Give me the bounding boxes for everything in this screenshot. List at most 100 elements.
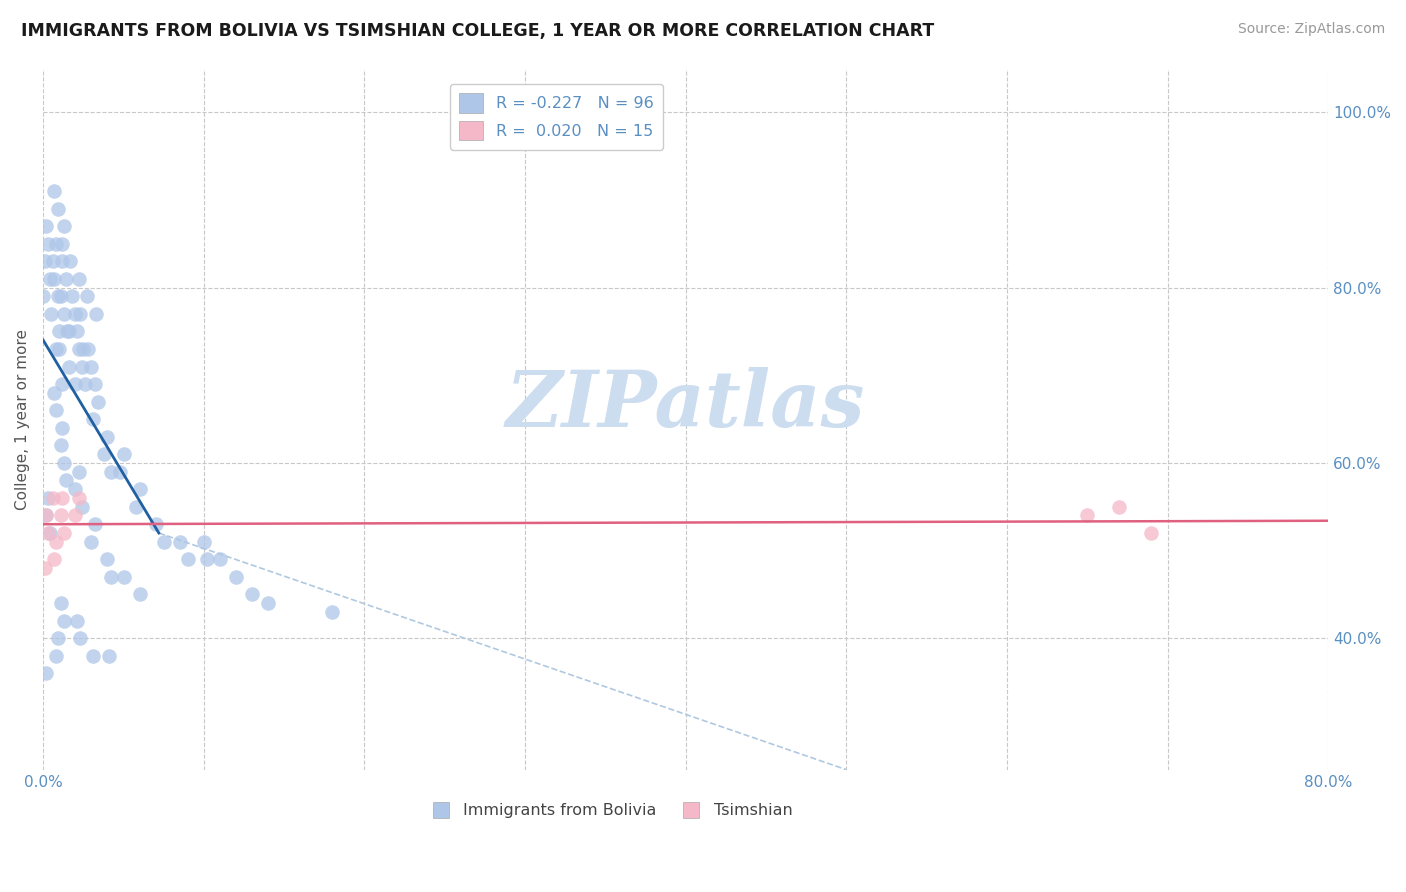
Point (65, 508, 87, 523)
Point (55, 474, 77, 488)
Point (48, 325, 70, 339)
Point (42, 491, 65, 505)
Point (1076, 508, 1098, 523)
Point (240, 587, 263, 601)
Point (45, 403, 67, 417)
Point (35, 508, 58, 523)
Point (51, 491, 73, 505)
Point (80, 534, 103, 549)
Point (66, 325, 89, 339)
Point (49, 508, 72, 523)
Y-axis label: College, 1 year or more: College, 1 year or more (15, 328, 30, 509)
Point (128, 482, 150, 496)
Point (96, 429, 118, 443)
Point (53, 456, 76, 470)
Point (51, 421, 73, 435)
Point (73, 377, 96, 392)
Point (44, 552, 66, 566)
Point (67, 342, 90, 356)
Point (208, 552, 231, 566)
Point (169, 534, 191, 549)
Point (321, 605, 343, 619)
Point (69, 631, 91, 645)
Point (46, 289, 69, 303)
Point (152, 534, 174, 549)
Point (65, 377, 87, 392)
Point (112, 570, 135, 584)
Point (145, 517, 167, 532)
Point (193, 534, 215, 549)
Point (53, 219, 76, 234)
Point (53, 526, 76, 541)
Point (42, 254, 65, 268)
Point (125, 500, 148, 514)
Point (195, 552, 218, 566)
Point (1140, 526, 1163, 541)
Point (70, 359, 93, 374)
Point (58, 325, 80, 339)
Point (82, 648, 104, 663)
Point (225, 570, 247, 584)
Point (60, 289, 83, 303)
Point (55, 272, 77, 286)
Point (56, 325, 79, 339)
Legend: Immigrants from Bolivia, Tsimshian: Immigrants from Bolivia, Tsimshian (418, 797, 799, 825)
Point (72, 342, 94, 356)
Point (44, 272, 66, 286)
Point (58, 359, 80, 374)
Point (45, 342, 67, 356)
Text: ZIPatlas: ZIPatlas (506, 367, 865, 443)
Point (32, 289, 55, 303)
Point (37, 526, 59, 541)
Point (53, 614, 76, 628)
Point (59, 254, 82, 268)
Point (82, 412, 104, 426)
Point (77, 342, 100, 356)
Point (1108, 500, 1130, 514)
Point (257, 596, 280, 610)
Point (46, 631, 69, 645)
Point (49, 438, 72, 452)
Point (45, 534, 67, 549)
Point (177, 552, 200, 566)
Point (65, 482, 87, 496)
Point (100, 570, 122, 584)
Point (37, 491, 59, 505)
Text: IMMIGRANTS FROM BOLIVIA VS TSIMSHIAN COLLEGE, 1 YEAR OR MORE CORRELATION CHART: IMMIGRANTS FROM BOLIVIA VS TSIMSHIAN COL… (21, 22, 935, 40)
Point (37, 236, 59, 251)
Point (83, 517, 105, 532)
Point (44, 385, 66, 400)
Point (93, 447, 115, 461)
Point (51, 254, 73, 268)
Point (39, 307, 62, 321)
Point (53, 307, 76, 321)
Point (67, 491, 90, 505)
Point (70, 500, 93, 514)
Point (112, 447, 135, 461)
Point (80, 359, 103, 374)
Point (49, 289, 72, 303)
Point (38, 526, 60, 541)
Point (34, 254, 56, 268)
Point (66, 614, 89, 628)
Point (38, 272, 60, 286)
Point (48, 342, 70, 356)
Point (45, 236, 67, 251)
Point (83, 377, 105, 392)
Point (44, 184, 66, 198)
Point (35, 219, 58, 234)
Point (49, 596, 72, 610)
Point (67, 465, 90, 479)
Point (110, 465, 132, 479)
Point (98, 648, 121, 663)
Point (34, 561, 56, 575)
Point (84, 307, 107, 321)
Point (45, 648, 67, 663)
Point (65, 307, 87, 321)
Point (51, 377, 73, 392)
Text: Source: ZipAtlas.com: Source: ZipAtlas.com (1237, 22, 1385, 37)
Point (46, 202, 69, 216)
Point (51, 236, 73, 251)
Point (96, 552, 118, 566)
Point (67, 272, 90, 286)
